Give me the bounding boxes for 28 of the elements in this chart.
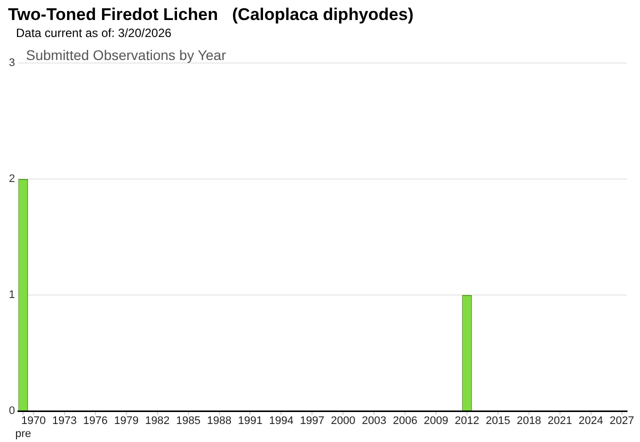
x-tick-label: 1976 (83, 415, 108, 428)
x-tick-label: 2024 (578, 415, 604, 428)
chart-subtitle: Submitted Observations by Year (26, 47, 226, 63)
y-tick-label: 3 (8, 57, 16, 70)
x-tick-label: 2009 (424, 415, 448, 428)
x-tick-label: 1997 (300, 415, 324, 428)
y-tick-label: 1 (8, 289, 16, 302)
x-tick-label: 2006 (392, 415, 418, 428)
x-tick-label: pre (15, 428, 32, 440)
y-tick-label: 0 (8, 405, 16, 418)
x-tick-label: 2012 (454, 415, 480, 428)
chart-title: Two-Toned Firedot Lichen (Caloplaca diphyodes) (8, 5, 414, 25)
x-tick-label: 2027 (610, 415, 634, 428)
x-tick-label: 2018 (516, 415, 542, 428)
text: Data current as of: 3/20/2026 (16, 26, 172, 40)
x-tick-label: 1988 (207, 415, 232, 428)
y-tick-label: 2 (8, 173, 16, 186)
x-tick-label: 1985 (176, 415, 201, 428)
x-tick-label: 1970 (21, 415, 46, 428)
x-tick-label: 1973 (52, 415, 77, 428)
x-tick-label: 1991 (238, 415, 262, 428)
x-tick-label: 1994 (268, 415, 294, 428)
x-tick-label: 1979 (114, 415, 139, 428)
x-tick-label: 2015 (486, 415, 510, 428)
x-tick-label: 2021 (548, 415, 572, 428)
x-tick-label: 2000 (330, 415, 356, 428)
x-tick-label: 2003 (362, 415, 386, 428)
x-tick-label: 1982 (145, 415, 170, 428)
